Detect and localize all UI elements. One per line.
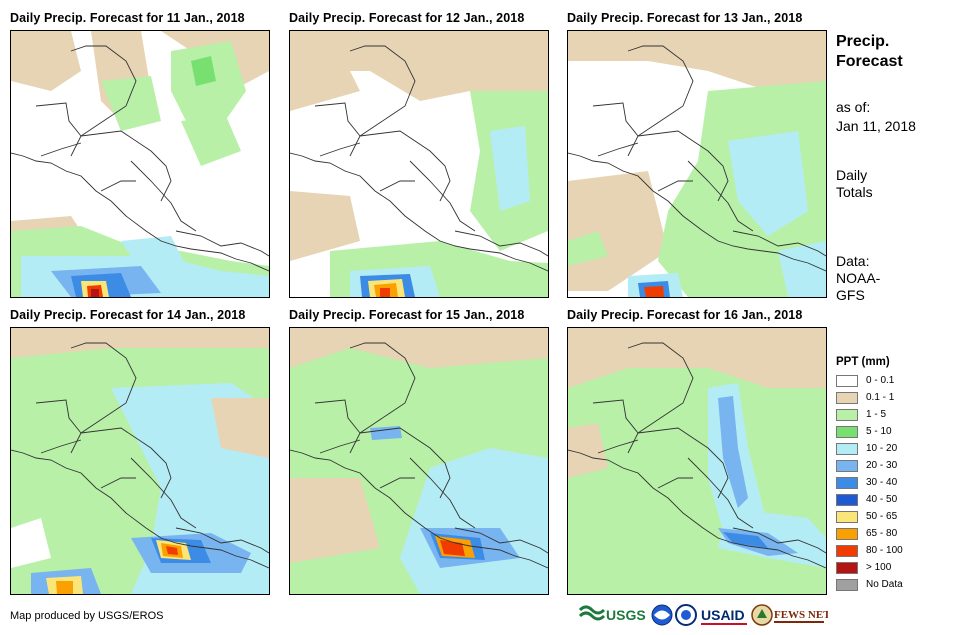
legend-swatch [836,442,858,455]
legend-swatch [836,527,858,540]
panel-title: Daily Precip. Forecast for 16 Jan., 2018 [567,308,803,322]
precip-map-14-jan [10,327,270,595]
legend-swatch [836,459,858,472]
data-source-info: Data: NOAA- GFS [836,253,880,304]
data-line2: NOAA- [836,270,881,286]
map-credit: Map produced by USGS/EROS [10,610,164,622]
panel-title: Daily Precip. Forecast for 12 Jan., 2018 [289,11,525,25]
legend-item: 0 - 0.1 [836,372,956,389]
side-title-line2: Forecast [836,53,903,70]
fewsnet-logo: FEWS NET [751,604,831,626]
precip-map-16-jan [567,327,827,595]
legend-label: > 100 [866,562,892,573]
legend-swatch [836,425,858,438]
precip-map-15-jan [289,327,549,595]
usgs-logo: USGS [578,605,646,623]
legend-rows: 0 - 0.1 0.1 - 1 1 - 5 5 - 10 10 - 20 20 - 30 3… [836,372,956,593]
legend-label: 1 - 5 [866,409,887,420]
noaa-logo [651,604,673,626]
as-of-label: as of: [836,99,871,115]
legend-title: PPT (mm) [836,356,890,368]
legend-swatch [836,476,858,489]
legend-item: 30 - 40 [836,474,956,491]
legend-item: 1 - 5 [836,406,956,423]
legend-swatch [836,510,858,523]
legend-label: 20 - 30 [866,460,898,471]
legend-label: 50 - 65 [866,511,898,522]
legend-item: 10 - 20 [836,440,956,457]
legend-label: 80 - 100 [866,545,903,556]
legend-label: 5 - 10 [866,426,892,437]
legend-item: 40 - 50 [836,491,956,508]
precip-legend: PPT (mm) 0 - 0.1 0.1 - 1 1 - 5 5 - 10 10 - 2… [836,356,956,593]
legend-swatch [836,408,858,421]
legend-item: No Data [836,576,956,593]
legend-item: 65 - 80 [836,525,956,542]
legend-item: 0.1 - 1 [836,389,956,406]
legend-swatch [836,561,858,574]
precip-map-12-jan [289,30,549,298]
data-line3: GFS [836,287,865,303]
legend-swatch [836,544,858,557]
legend-label: 65 - 80 [866,528,898,539]
side-title: Precip. Forecast [836,32,903,72]
legend-swatch [836,578,858,591]
legend-item: 20 - 30 [836,457,956,474]
legend-label: 40 - 50 [866,494,898,505]
as-of-date: Jan 11, 2018 [836,118,916,134]
nasa-logo [675,604,697,626]
legend-label: 0.1 - 1 [866,392,895,403]
precip-map-11-jan [10,30,270,298]
legend-swatch [836,374,858,387]
precip-map-13-jan [567,30,827,298]
legend-item: 5 - 10 [836,423,956,440]
legend-label: 10 - 20 [866,443,898,454]
legend-item: > 100 [836,559,956,576]
fewsnet-logo-text: FEWS NET [774,609,828,621]
legend-item: 50 - 65 [836,508,956,525]
panel-title: Daily Precip. Forecast for 15 Jan., 2018 [289,308,525,322]
panel-title: Daily Precip. Forecast for 13 Jan., 2018 [567,11,803,25]
legend-swatch [836,493,858,506]
totals-line2: Totals [836,184,873,200]
totals-line1: Daily [836,167,868,183]
usaid-logo: USAID [701,607,747,625]
legend-label: No Data [866,579,903,590]
totals-info: Daily Totals [836,167,873,201]
panel-title: Daily Precip. Forecast for 14 Jan., 2018 [10,308,246,322]
legend-label: 0 - 0.1 [866,375,895,386]
panel-title: Daily Precip. Forecast for 11 Jan., 2018 [10,11,245,25]
legend-item: 80 - 100 [836,542,956,559]
data-line1: Data: [836,253,870,269]
legend-swatch [836,391,858,404]
usaid-logo-text: USAID [701,607,745,623]
agency-logos: USGS USAID FEWS NET [578,602,831,630]
side-title-line1: Precip. [836,33,890,50]
legend-label: 30 - 40 [866,477,898,488]
usgs-logo-text: USGS [606,607,646,623]
as-of-info: as of: Jan 11, 2018 [836,99,916,135]
